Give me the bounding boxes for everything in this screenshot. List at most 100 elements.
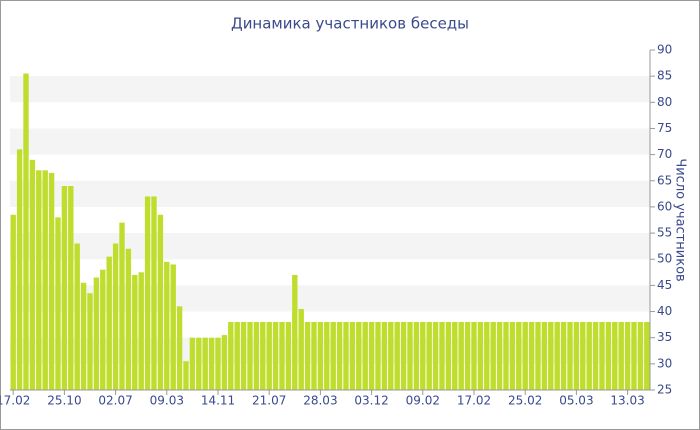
x-tick-label: 09.03 [150, 394, 184, 408]
bar [336, 322, 343, 390]
y-tick-label: 70 [657, 147, 672, 161]
bar [138, 272, 144, 390]
bar [196, 337, 202, 390]
grid-band [10, 285, 650, 312]
bar [496, 322, 503, 390]
bar [330, 322, 336, 390]
bar [164, 261, 170, 390]
bar [554, 322, 560, 390]
bar [516, 322, 522, 390]
bar [445, 322, 452, 390]
grid-band [10, 76, 650, 103]
bar [452, 322, 458, 390]
y-tick-label: 55 [657, 226, 672, 240]
bar [292, 274, 298, 390]
y-tick-label: 60 [657, 199, 672, 213]
bar [439, 322, 445, 390]
bar [624, 322, 631, 390]
x-tick-label: 25.02 [508, 394, 542, 408]
bar [503, 322, 509, 390]
bar [324, 322, 330, 390]
x-tick-label: 17.02 [0, 394, 30, 408]
bar [317, 322, 324, 390]
y-tick-label: 80 [657, 95, 672, 109]
bar [183, 361, 189, 390]
bar [535, 322, 541, 390]
bar [458, 322, 464, 390]
bar [125, 248, 132, 390]
bar [420, 322, 426, 390]
bar [68, 186, 74, 390]
bar [240, 322, 247, 390]
bar [509, 322, 516, 390]
y-tick-label: 35 [657, 330, 672, 344]
bar [586, 322, 592, 390]
bar [100, 269, 106, 390]
bar [644, 322, 650, 390]
bar [573, 322, 580, 390]
bar [592, 322, 599, 390]
bar [208, 337, 215, 390]
grid-band [10, 128, 650, 155]
bar [400, 322, 407, 390]
bar [170, 264, 176, 390]
chart-title: Динамика участников беседы [231, 15, 469, 33]
bar [260, 322, 266, 390]
y-tick-label: 65 [657, 173, 672, 187]
bar [234, 322, 240, 390]
bar [599, 322, 605, 390]
bar [541, 322, 548, 390]
bar [157, 214, 164, 390]
bar [112, 243, 119, 390]
bar [464, 322, 471, 390]
x-tick-label: 02.07 [98, 394, 132, 408]
bar [48, 172, 55, 390]
bar [221, 335, 228, 390]
bar [253, 322, 260, 390]
y-tick-label: 75 [657, 121, 672, 135]
bar [490, 322, 496, 390]
grid-band [10, 180, 650, 207]
bar [10, 214, 16, 390]
bar [144, 196, 151, 390]
bar [42, 170, 48, 390]
bar [74, 243, 80, 390]
x-tick-label: 13.03 [610, 394, 644, 408]
grid-band [10, 233, 650, 260]
bar [61, 186, 68, 390]
bar [87, 293, 93, 390]
bar [266, 322, 272, 390]
bar [285, 322, 292, 390]
bar [189, 337, 196, 390]
x-tick-label: 17.02 [457, 394, 491, 408]
bar [432, 322, 439, 390]
x-tick-label: 09.02 [406, 394, 440, 408]
bar [304, 322, 311, 390]
bar [605, 322, 612, 390]
y-tick-label: 90 [657, 43, 672, 57]
bar [548, 322, 554, 390]
bar [528, 322, 535, 390]
bar [618, 322, 624, 390]
x-tick-label: 28.03 [303, 394, 337, 408]
bar [349, 322, 356, 390]
bar [484, 322, 490, 390]
bar [426, 322, 432, 390]
bar [36, 170, 42, 390]
bar [394, 322, 400, 390]
bar [55, 217, 61, 390]
bar [247, 322, 253, 390]
bar [202, 337, 208, 390]
bar [16, 149, 23, 390]
bar [311, 322, 317, 390]
y-tick-label: 85 [657, 69, 672, 83]
bar [567, 322, 573, 390]
bar [471, 322, 477, 390]
bar [375, 322, 381, 390]
bar [522, 322, 528, 390]
bar [356, 322, 362, 390]
y-tick-label: 45 [657, 278, 672, 292]
bar [132, 274, 138, 390]
bar [631, 322, 637, 390]
bar [362, 322, 368, 390]
